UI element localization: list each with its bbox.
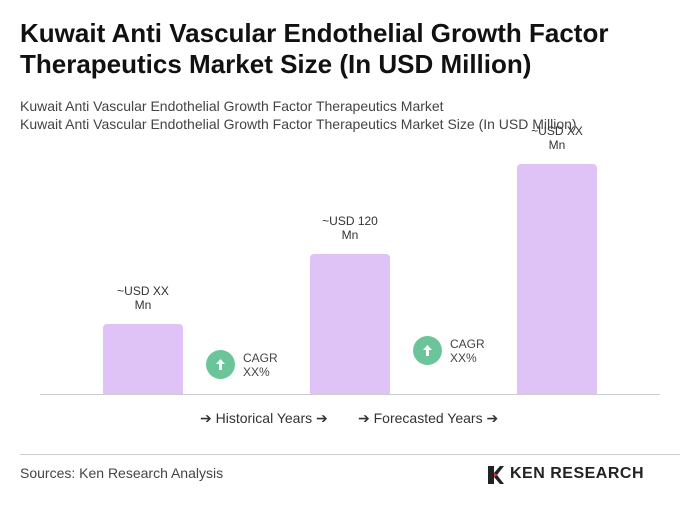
subtitle: Kuwait Anti Vascular Endothelial Growth … xyxy=(20,98,444,114)
legend-item: ➔ Historical Years ➔ xyxy=(200,410,328,426)
logo-icon xyxy=(488,466,504,484)
bar xyxy=(103,323,183,394)
value-label: ~USD XX Mn xyxy=(117,283,169,312)
logo-text: KEN RESEARCH xyxy=(510,465,645,482)
divider xyxy=(20,454,680,455)
value-label: ~USD XX Mn xyxy=(531,124,583,153)
cagr-label: CAGR XX% xyxy=(450,337,485,365)
cagr-icon xyxy=(413,336,442,365)
bar xyxy=(517,164,597,394)
legend-label: Historical Years xyxy=(215,410,313,426)
chart-title: Kuwait Anti Vascular Endothelial Growth … xyxy=(20,18,609,79)
legend-label: Forecasted Years xyxy=(373,410,483,426)
cagr-label: CAGR XX% xyxy=(243,351,278,379)
source: Sources: Ken Research Analysis xyxy=(20,465,224,481)
baseline xyxy=(40,394,660,395)
cagr-icon xyxy=(206,350,235,379)
bar xyxy=(310,253,390,394)
value-label: ~USD 120 Mn xyxy=(322,213,378,242)
subtitle: Kuwait Anti Vascular Endothelial Growth … xyxy=(20,116,577,132)
legend-item: ➔ Forecasted Years ➔ xyxy=(358,410,499,426)
